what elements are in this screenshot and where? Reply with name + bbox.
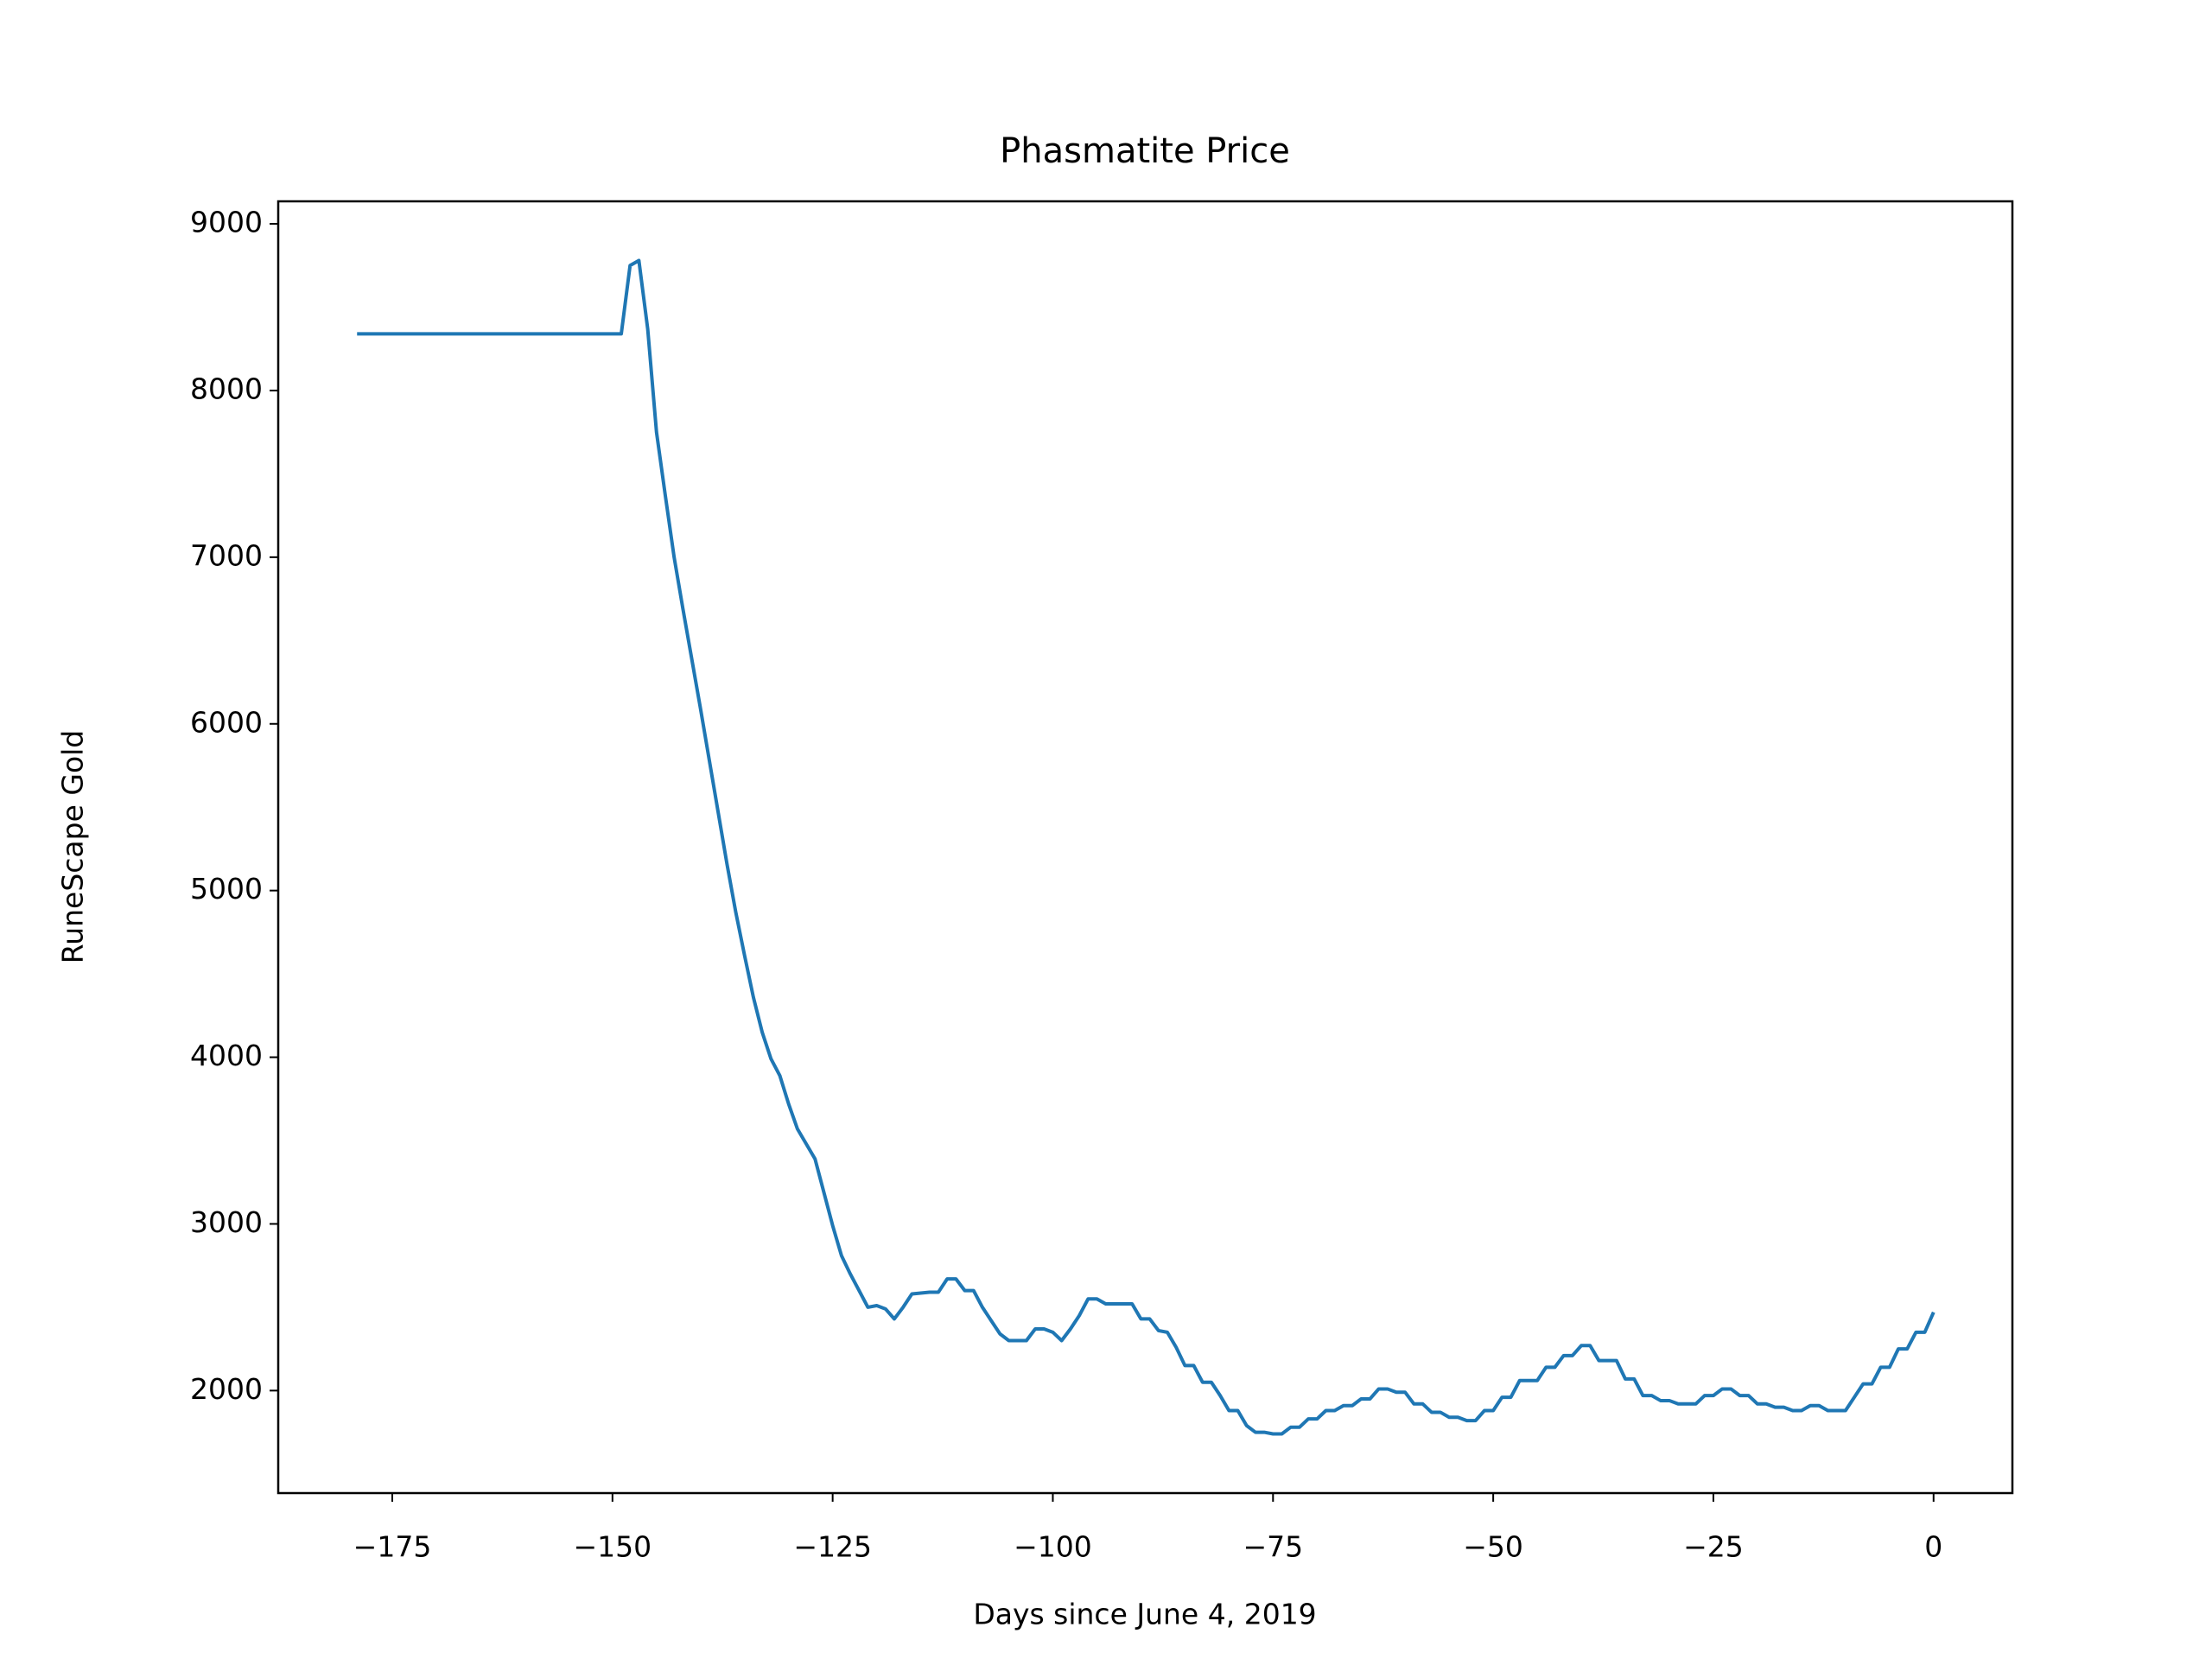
- chart-title: Phasmatite Price: [1000, 131, 1290, 171]
- x-tick-label: −175: [353, 1530, 432, 1564]
- y-tick-label: 9000: [190, 206, 263, 239]
- x-tick-label: −75: [1243, 1530, 1303, 1564]
- x-tick-label: −100: [1014, 1530, 1092, 1564]
- x-tick-label: −125: [793, 1530, 872, 1564]
- x-tick-label: 0: [1924, 1530, 1942, 1564]
- y-tick-label: 7000: [190, 538, 263, 572]
- y-tick-label: 8000: [190, 372, 263, 405]
- x-tick-label: −150: [574, 1530, 652, 1564]
- y-tick-label: 4000: [190, 1039, 263, 1072]
- y-tick-label: 2000: [190, 1372, 263, 1406]
- x-tick-label: −50: [1463, 1530, 1523, 1564]
- x-tick-label: −25: [1683, 1530, 1744, 1564]
- line: [357, 258, 1936, 1436]
- x-axis-label: Days since June 4, 2019: [973, 1598, 1316, 1631]
- y-tick-label: 3000: [190, 1205, 263, 1239]
- y-tick-label: 5000: [190, 872, 263, 906]
- y-axis-label: RuneScape Gold: [56, 730, 90, 964]
- plot-frame: [276, 200, 2014, 1495]
- y-tick-label: 6000: [190, 705, 263, 739]
